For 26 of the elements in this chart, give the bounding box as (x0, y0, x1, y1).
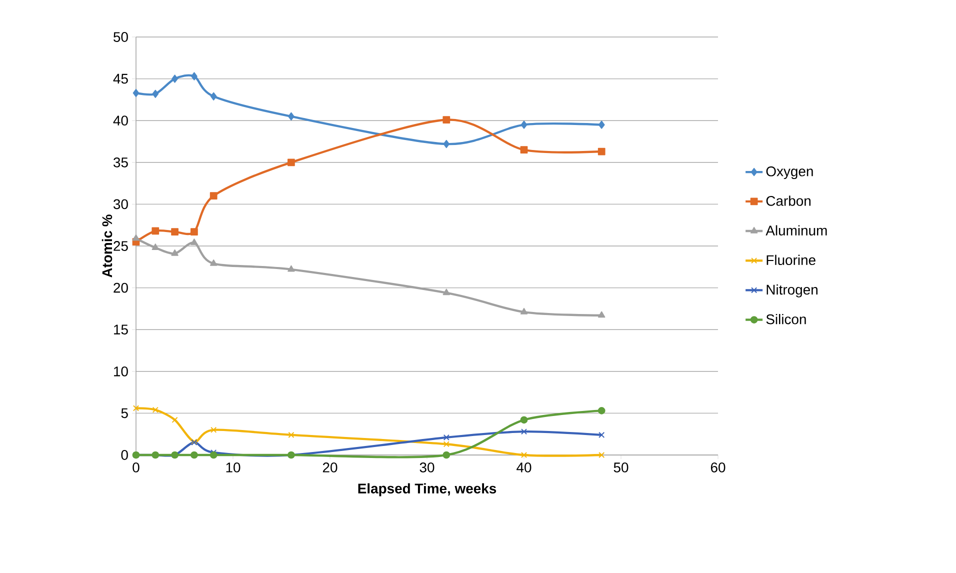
legend-label: Carbon (766, 196, 810, 206)
y-tick-label: 15 (114, 324, 128, 334)
legend-label: Silicon (766, 314, 806, 324)
y-tick-label: 10 (114, 366, 128, 376)
y-tick-label: 40 (113, 116, 128, 126)
legend-label: Nitrogen (766, 284, 818, 298)
x-axis-title: Elapsed Time, weeks (358, 483, 496, 496)
y-tick-label: 0 (121, 450, 128, 460)
x-tick-label: 0 (132, 462, 140, 472)
y-tick-label: 35 (114, 157, 128, 168)
x-tick-label: 40 (516, 462, 532, 472)
x-tick-label: 20 (322, 462, 338, 472)
y-tick-label: 5 (121, 408, 128, 418)
y-axis-title: Atomic % (102, 214, 112, 278)
y-tick-label: 45 (113, 74, 128, 84)
x-tick-label: 60 (710, 462, 726, 472)
legend-label: Aluminum (766, 225, 827, 236)
x-tick-label: 50 (614, 462, 628, 472)
y-tick-label: 50 (114, 32, 128, 42)
y-tick-label: 25 (114, 241, 128, 251)
y-tick-label: 20 (114, 282, 128, 293)
x-tick-label: 10 (226, 462, 240, 472)
y-tick-label: 30 (114, 199, 128, 210)
legend-label: Fluorine (766, 254, 816, 266)
x-tick-label: 30 (420, 462, 434, 472)
legend-label: Oxygen (766, 166, 813, 180)
